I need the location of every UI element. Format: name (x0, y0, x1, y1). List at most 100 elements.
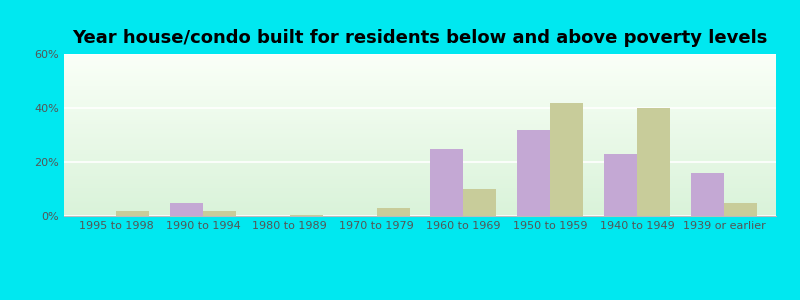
Bar (64, 211, 776, 212)
Bar (64, 115, 776, 116)
Bar (64, 74, 776, 75)
Bar (64, 65, 776, 66)
Bar (64, 89, 776, 90)
Bar (64, 125, 776, 126)
Bar (64, 189, 776, 190)
Bar (64, 91, 776, 92)
Bar (64, 196, 776, 197)
Bar (64, 85, 776, 86)
Bar (64, 69, 776, 70)
Bar (64, 210, 776, 211)
Bar (64, 214, 776, 215)
Bar (64, 204, 776, 205)
Bar (430, 148, 463, 216)
Bar (64, 190, 776, 191)
Bar (64, 64, 776, 65)
Bar (64, 169, 776, 170)
Bar (64, 93, 776, 94)
Bar (64, 120, 776, 121)
Bar (64, 102, 776, 103)
Bar (64, 193, 776, 194)
Bar (64, 142, 776, 143)
Bar (64, 77, 776, 78)
Bar (64, 178, 776, 179)
Bar (518, 130, 550, 216)
Bar (64, 145, 776, 146)
Bar (64, 116, 776, 117)
Bar (64, 194, 776, 195)
Bar (64, 150, 776, 151)
Bar (64, 162, 776, 163)
Bar (64, 81, 776, 82)
Bar (64, 149, 776, 150)
Bar (64, 206, 776, 207)
Bar (64, 100, 776, 101)
Bar (64, 118, 776, 119)
Bar (64, 54, 776, 55)
Bar (64, 94, 776, 95)
Bar (64, 78, 776, 79)
Bar (604, 154, 637, 216)
Bar (64, 129, 776, 130)
Bar (64, 60, 776, 61)
Bar (64, 80, 776, 81)
Bar (64, 184, 776, 185)
Bar (64, 152, 776, 153)
Bar (64, 90, 776, 91)
Bar (64, 82, 776, 83)
Bar (64, 124, 776, 125)
Bar (64, 73, 776, 74)
Bar (64, 143, 776, 144)
Bar (64, 151, 776, 152)
Bar (64, 131, 776, 132)
Bar (290, 215, 322, 216)
Bar (64, 156, 776, 157)
Bar (64, 172, 776, 173)
Bar (64, 98, 776, 99)
Bar (64, 97, 776, 98)
Bar (64, 55, 776, 56)
Bar (463, 189, 497, 216)
Bar (64, 101, 776, 102)
Bar (691, 173, 724, 216)
Bar (724, 202, 757, 216)
Bar (64, 133, 776, 134)
Bar (64, 134, 776, 135)
Bar (64, 146, 776, 147)
Bar (64, 188, 776, 189)
Bar (64, 121, 776, 122)
Bar (64, 119, 776, 120)
Bar (64, 75, 776, 76)
Bar (64, 176, 776, 177)
Bar (64, 83, 776, 84)
Bar (64, 186, 776, 187)
Bar (64, 182, 776, 183)
Bar (64, 123, 776, 124)
Bar (64, 68, 776, 69)
Bar (64, 127, 776, 128)
Bar (64, 213, 776, 214)
Bar (64, 171, 776, 172)
Bar (64, 198, 776, 199)
Bar (377, 208, 410, 216)
Bar (64, 181, 776, 182)
Bar (64, 106, 776, 107)
Bar (64, 82, 776, 83)
Bar (64, 212, 776, 213)
Bar (64, 137, 776, 138)
Bar (64, 84, 776, 85)
Bar (64, 113, 776, 114)
Bar (64, 67, 776, 68)
Bar (64, 108, 776, 109)
Bar (64, 132, 776, 133)
Bar (64, 136, 776, 137)
Bar (64, 159, 776, 160)
Bar (64, 147, 776, 148)
Bar (64, 177, 776, 178)
Bar (64, 192, 776, 193)
Bar (64, 164, 776, 165)
Bar (64, 109, 776, 110)
Bar (64, 126, 776, 127)
Bar (64, 168, 776, 169)
Bar (64, 72, 776, 73)
